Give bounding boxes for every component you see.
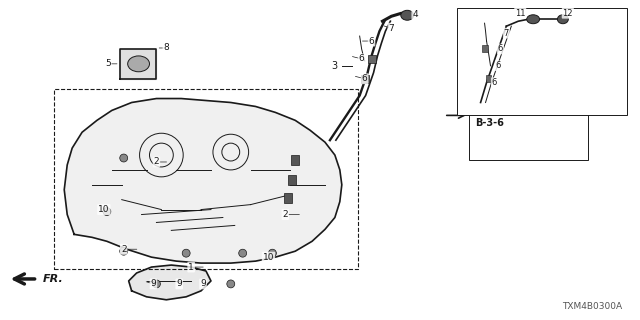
Circle shape (152, 280, 161, 288)
Text: 10: 10 (98, 205, 109, 214)
Bar (481, 45, 488, 52)
Text: 8: 8 (163, 44, 169, 52)
Bar (291, 155, 299, 165)
Circle shape (120, 247, 128, 255)
Text: TXM4B0300A: TXM4B0300A (562, 302, 622, 311)
Text: 9: 9 (200, 279, 206, 288)
Text: B-3-5: B-3-5 (475, 99, 504, 108)
Circle shape (268, 249, 276, 257)
Ellipse shape (401, 10, 413, 20)
Text: 12: 12 (563, 9, 573, 18)
Bar (284, 193, 292, 203)
Polygon shape (120, 49, 156, 79)
Text: 6: 6 (498, 44, 503, 53)
Circle shape (103, 208, 111, 215)
Text: 3: 3 (332, 61, 338, 71)
Ellipse shape (557, 15, 568, 24)
Text: 9: 9 (150, 279, 156, 288)
Text: 2: 2 (282, 210, 288, 219)
Bar (468, 71, 588, 160)
Circle shape (227, 280, 235, 288)
Text: 2: 2 (121, 245, 127, 254)
Text: 6: 6 (496, 61, 501, 70)
Text: 10: 10 (262, 253, 274, 262)
Text: 6: 6 (362, 74, 367, 83)
Text: 7: 7 (504, 28, 509, 38)
Text: 2: 2 (154, 157, 159, 166)
Ellipse shape (128, 56, 150, 72)
Text: FR.: FR. (42, 274, 63, 284)
Polygon shape (64, 99, 342, 263)
Circle shape (239, 249, 246, 257)
Text: 4: 4 (412, 10, 418, 19)
Text: 11: 11 (515, 9, 525, 18)
Bar (288, 175, 296, 185)
Bar (486, 75, 492, 82)
Bar (361, 75, 369, 83)
Text: 9: 9 (177, 279, 182, 288)
Ellipse shape (527, 15, 540, 24)
Text: 1: 1 (188, 263, 194, 272)
Text: 6: 6 (369, 36, 374, 45)
Text: 6: 6 (359, 54, 365, 63)
Text: 6: 6 (492, 78, 497, 87)
Bar (457, 8, 627, 116)
Circle shape (120, 154, 128, 162)
Bar (367, 55, 376, 63)
Text: 5: 5 (105, 59, 111, 68)
Text: 7: 7 (388, 24, 394, 33)
Text: B-3-6: B-3-6 (475, 118, 504, 128)
Circle shape (182, 249, 190, 257)
Polygon shape (129, 265, 211, 300)
